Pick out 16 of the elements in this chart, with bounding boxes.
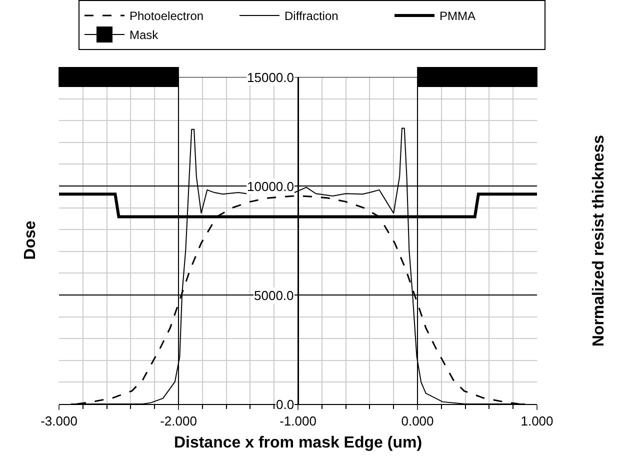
legend-label: Mask <box>130 28 160 42</box>
x-tick-label: -1.000 <box>280 414 316 429</box>
legend-label: Photoelectron <box>130 9 204 24</box>
x-tick-label: -2.000 <box>160 414 197 429</box>
x-tick-label: -3.000 <box>40 414 78 429</box>
x-tick-label: 1.000 <box>520 414 554 429</box>
y-tick-label: 15000.0 <box>247 70 294 85</box>
y-tick-label: 10000.0 <box>247 179 294 194</box>
x-tick-label: 0.000 <box>401 414 434 429</box>
y-axis-title: Dose <box>22 220 39 260</box>
y-tick-label: 5000.0 <box>254 288 294 303</box>
legend-label: Diffraction <box>284 9 338 24</box>
x-axis-title: Distance x from mask Edge (um) <box>174 434 422 452</box>
legend-label: PMMA <box>440 9 476 24</box>
y2-axis-title: Normalized resist thickness <box>590 134 608 347</box>
y-tick-label: 0.0 <box>276 397 294 412</box>
